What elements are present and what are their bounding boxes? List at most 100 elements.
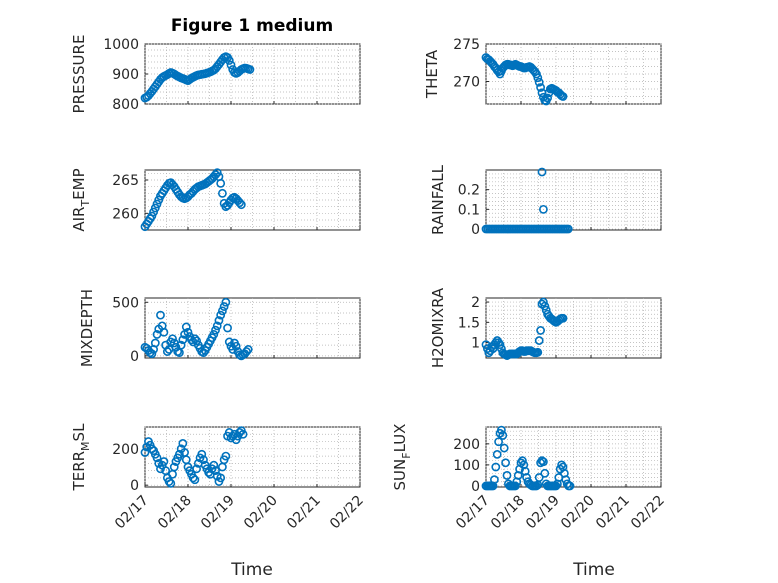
data-point (152, 453, 162, 463)
data-point (176, 340, 186, 350)
data-point (150, 203, 160, 213)
subplot-air-temp: 260 265 AIRTEMP (70, 168, 361, 232)
data-point (174, 449, 184, 459)
data-point (224, 337, 234, 347)
y-tick-label: 275 (453, 37, 480, 53)
data-point (166, 478, 176, 488)
ylabel-sun-flux: SUNFLUX (391, 424, 413, 491)
data-point (221, 297, 231, 307)
x-tick-label: 02/21 (284, 493, 324, 533)
y-tick-label: 1 (471, 336, 480, 352)
ylabel-rainfall: RAINFALL (429, 164, 447, 235)
data-point (216, 473, 226, 483)
data-point (217, 306, 227, 316)
data-point (501, 458, 510, 468)
data-point (238, 429, 248, 439)
data-point (533, 73, 543, 83)
data-point (188, 473, 198, 483)
data-point (534, 473, 544, 482)
data-point (231, 341, 241, 351)
data-point (511, 481, 520, 491)
data-point (534, 77, 544, 87)
data-point (540, 468, 550, 478)
y-tick-label: 500 (112, 295, 139, 311)
subplot-terr-msl: 0 200 TERRMSL 02/17 02/18 02/19 02/20 02/21 02… (70, 423, 367, 580)
xlabel: Time (230, 560, 273, 580)
data-point (489, 475, 499, 485)
data-point (481, 340, 491, 350)
y-tick-label: 0 (130, 478, 139, 494)
y-tick-label: 800 (112, 97, 139, 113)
figure-title: Figure 1 medium (171, 16, 333, 36)
data-point (537, 167, 547, 177)
data-point (209, 330, 219, 339)
data-point (565, 481, 575, 491)
data-point (536, 83, 545, 92)
xlabel: Time (572, 560, 615, 580)
data-point (197, 449, 207, 459)
data-point (190, 334, 200, 344)
data-point (563, 224, 573, 234)
data-point (243, 345, 253, 354)
data-point (183, 327, 193, 337)
data-point (164, 477, 174, 486)
data-point (214, 316, 224, 325)
data-point (534, 336, 544, 345)
data-point (152, 199, 162, 209)
y-tick-label: 270 (453, 75, 480, 91)
y-tick-label: 2 (471, 295, 480, 311)
x-tick-label: 02/22 (628, 493, 668, 533)
x-tick-label: 02/21 (593, 493, 633, 533)
subplot-rainfall: 0 0.1 0.2 RAINFALL (429, 164, 662, 238)
data-point (223, 323, 232, 333)
x-tick-label: 02/18 (488, 493, 528, 533)
data-point (150, 338, 160, 348)
data-point (212, 168, 222, 178)
y-tick-label: 0 (471, 479, 480, 495)
y-tick-label: 200 (453, 437, 480, 453)
data-point (502, 471, 512, 480)
y-tick-label: 265 (112, 173, 139, 189)
data-point (192, 464, 201, 474)
data-point (236, 200, 246, 210)
x-tick-label: 02/17 (453, 493, 493, 533)
data-point (156, 310, 165, 320)
subplot-mixdepth: 0 500 MIXDEPTH (78, 289, 361, 367)
data-point (216, 178, 226, 188)
data-point (540, 301, 550, 311)
y-tick-label: 0.1 (458, 202, 480, 218)
x-tick-label: 02/19 (523, 493, 563, 533)
data-point (539, 204, 548, 214)
data-point (159, 327, 169, 337)
x-tick-label: 02/22 (327, 493, 367, 533)
data-point (221, 451, 231, 461)
data-point (199, 455, 208, 465)
data-point (536, 326, 545, 335)
data-point (224, 56, 234, 65)
data-point (498, 431, 508, 440)
data-point (235, 198, 244, 208)
y-tick-label: 1000 (103, 37, 139, 53)
y-tick-label: 100 (453, 458, 480, 474)
data-point (217, 188, 227, 198)
data-point (140, 448, 150, 457)
data-point (178, 438, 188, 448)
data-point (543, 93, 552, 103)
data-point (539, 297, 548, 307)
data-point (533, 347, 543, 357)
ylabel-terr-msl: TERRMSL (70, 423, 92, 492)
data-point (491, 462, 501, 472)
data-point (168, 334, 177, 344)
data-point (169, 462, 179, 472)
ylabel-theta: THETA (423, 49, 441, 99)
x-tick-label: 02/18 (155, 493, 195, 533)
x-tick-label: 02/17 (112, 493, 152, 533)
subplot-theta: 270 275 THETA (423, 37, 662, 106)
y-tick-label: 0 (130, 349, 139, 365)
x-tick-label: 02/20 (558, 493, 598, 533)
data-point (211, 466, 220, 476)
data-point (495, 340, 505, 350)
